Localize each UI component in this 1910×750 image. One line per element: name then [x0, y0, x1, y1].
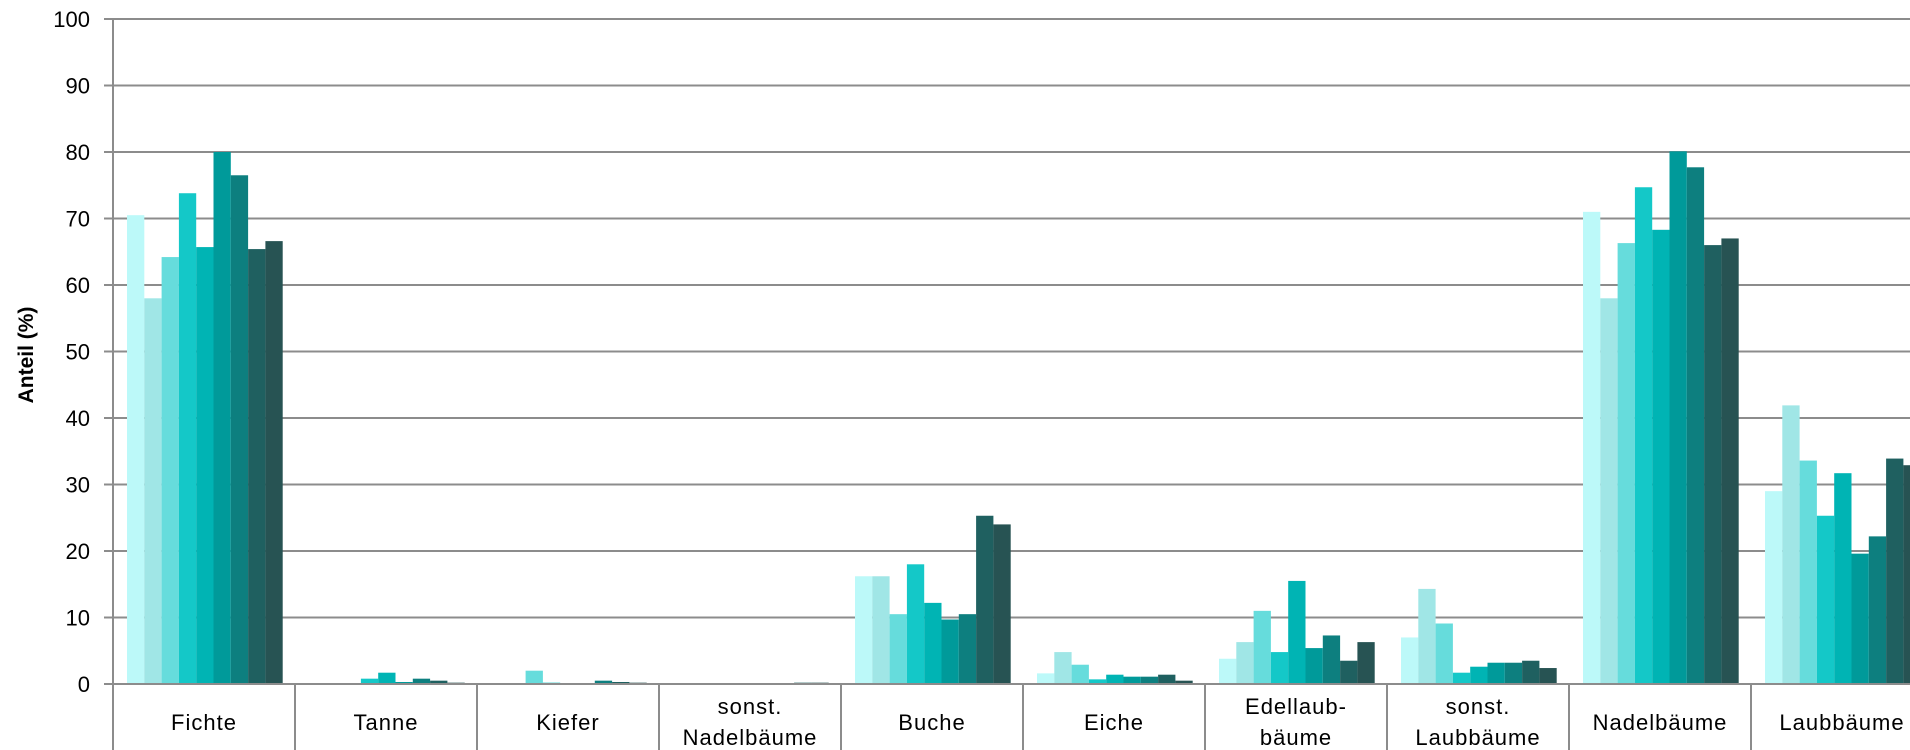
bar: [526, 671, 543, 684]
bar: [1618, 243, 1635, 684]
bar: [1834, 473, 1851, 684]
bar: [1106, 675, 1123, 684]
bar: [1401, 637, 1418, 684]
bar: [144, 298, 161, 684]
y-axis-title: Anteil (%): [15, 307, 38, 404]
bar: [1470, 667, 1487, 684]
bar: [231, 175, 248, 684]
bar: [1687, 167, 1704, 684]
bar: [1600, 298, 1617, 684]
bar: [924, 603, 941, 684]
bar: [1782, 405, 1799, 684]
bar: [1219, 659, 1236, 684]
bar: [248, 249, 265, 684]
category-label: Nadelbäume: [1593, 710, 1728, 735]
category-label: Laubbäume: [1415, 725, 1540, 750]
category-label: Kiefer: [536, 710, 599, 735]
bar: [1158, 675, 1175, 684]
bar: [1583, 212, 1600, 684]
y-tick-label: 80: [66, 140, 90, 165]
bar: [855, 576, 872, 684]
category-label: Eiche: [1084, 710, 1144, 735]
y-tick-label: 20: [66, 539, 90, 564]
bar: [1886, 459, 1903, 684]
bar: [993, 524, 1010, 684]
bar: [1141, 677, 1158, 684]
bar: [196, 247, 213, 684]
bar: [872, 576, 889, 684]
bar: [1236, 642, 1253, 684]
bar: [1072, 665, 1089, 684]
bar: [1054, 652, 1071, 684]
bar: [1453, 673, 1470, 684]
bar: [1800, 461, 1817, 684]
bar: [1436, 623, 1453, 684]
bar: [179, 193, 196, 684]
bar: [1539, 668, 1556, 684]
bar: [1488, 663, 1505, 684]
y-tick-label: 50: [66, 340, 90, 365]
y-tick-label: 30: [66, 473, 90, 498]
bar: [1522, 661, 1539, 684]
y-tick-label: 60: [66, 273, 90, 298]
bar: [1903, 465, 1910, 684]
bar: [1288, 581, 1305, 684]
bar: [907, 564, 924, 684]
bar: [1869, 536, 1886, 684]
y-tick-label: 70: [66, 207, 90, 232]
category-label: Edellaub-: [1245, 694, 1347, 719]
bar: [1652, 230, 1669, 684]
bar: [1852, 554, 1869, 684]
bar: [890, 614, 907, 684]
y-tick-label: 90: [66, 74, 90, 99]
y-tick-label: 0: [78, 672, 90, 697]
bar: [1037, 673, 1054, 684]
category-label: Tanne: [354, 710, 419, 735]
bar: [127, 215, 144, 684]
bar: [214, 152, 231, 684]
bar: [942, 620, 959, 685]
bar: [1418, 589, 1435, 684]
category-labels: Fichte Tanne Kiefer sonst. Nadelbäume Buche Ei…: [171, 694, 1905, 750]
bar: [1765, 491, 1782, 684]
category-label: Fichte: [171, 710, 237, 735]
bar: [1817, 516, 1834, 684]
y-tick-label: 10: [66, 606, 90, 631]
bar: [959, 614, 976, 684]
bar: [1323, 635, 1340, 684]
bar: [976, 516, 993, 684]
bar: [1340, 661, 1357, 684]
category-label: sonst.: [1446, 694, 1511, 719]
bar: [1271, 652, 1288, 684]
category-label: bäume: [1260, 725, 1332, 750]
bar: [1704, 245, 1721, 684]
bar: [1505, 663, 1522, 684]
bar: [1635, 187, 1652, 684]
bar: [1721, 238, 1738, 684]
category-label: Nadelbäume: [683, 725, 818, 750]
bar: [1670, 151, 1687, 684]
bar: [1306, 648, 1323, 684]
bar: [378, 673, 395, 684]
bar: [1357, 642, 1374, 684]
y-tick-label: 100: [53, 7, 90, 32]
bar: [1254, 611, 1271, 684]
category-label: sonst.: [718, 694, 783, 719]
bar: [162, 257, 179, 684]
bar: [265, 241, 282, 684]
bar: [1124, 677, 1141, 684]
y-tick-labels: 0 10 20 30 40 50 60 70 80 90 100: [53, 7, 90, 697]
category-label: Buche: [898, 710, 965, 735]
y-tick-label: 40: [66, 406, 90, 431]
category-label: Laubbäume: [1779, 710, 1904, 735]
